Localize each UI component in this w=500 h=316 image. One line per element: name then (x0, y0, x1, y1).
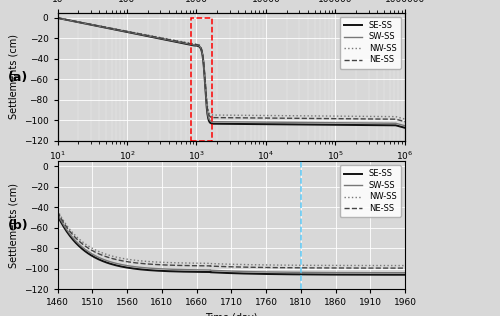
SE-SS (157, 269, 163, 273)
SE-SS (402, 126, 408, 130)
NE-SS (176, 40, 182, 44)
Legend: SE-SS, SW-SS, NW-SS, NE-SS: SE-SS, SW-SS, NW-SS, NE-SS (340, 165, 401, 217)
NE-SS (96, 252, 102, 256)
SW-SS (96, 256, 102, 260)
NE-SS (250, 265, 256, 269)
Line: SE-SS: SE-SS (58, 18, 405, 128)
NW-SS (402, 117, 408, 121)
SW-SS (198, 46, 203, 49)
Bar (190, 18, 212, 141)
Line: SW-SS: SW-SS (58, 18, 405, 126)
X-axis label: Time (day): Time (day) (205, 313, 258, 316)
X-axis label: Time (day): Time (day) (205, 167, 258, 178)
SW-SS (202, 268, 208, 272)
NW-SS (202, 261, 208, 265)
SW-SS (176, 40, 182, 44)
Line: NW-SS: NW-SS (58, 18, 405, 119)
Text: (b): (b) (8, 219, 28, 233)
SE-SS (176, 41, 182, 45)
SW-SS (104, 26, 110, 30)
NW-SS (382, 264, 388, 267)
Line: NE-SS: NE-SS (58, 212, 405, 268)
SW-SS (54, 212, 60, 216)
SE-SS (104, 26, 110, 30)
NW-SS (192, 42, 198, 46)
NW-SS (250, 263, 256, 267)
NW-SS (54, 209, 60, 212)
NW-SS (104, 26, 110, 29)
SE-SS (190, 44, 196, 47)
SW-SS (402, 124, 408, 128)
SW-SS (382, 271, 388, 275)
SE-SS (382, 273, 388, 276)
SE-SS (250, 272, 256, 276)
NE-SS (54, 210, 60, 214)
SE-SS (160, 269, 166, 273)
SE-SS (397, 125, 403, 128)
NE-SS (402, 120, 408, 124)
Y-axis label: Settlements (cm): Settlements (cm) (8, 183, 18, 268)
NE-SS (190, 42, 196, 46)
Line: NW-SS: NW-SS (58, 210, 405, 265)
NW-SS (54, 16, 60, 20)
Y-axis label: Settlements (cm): Settlements (cm) (8, 34, 18, 119)
NE-SS (157, 263, 163, 267)
NW-SS (157, 260, 163, 264)
NW-SS (402, 264, 408, 267)
SW-SS (160, 267, 166, 271)
Legend: SE-SS, SW-SS, NW-SS, NE-SS: SE-SS, SW-SS, NW-SS, NE-SS (340, 17, 401, 69)
SW-SS (190, 43, 196, 47)
SE-SS (202, 270, 208, 274)
SW-SS (250, 270, 256, 274)
SW-SS (397, 123, 403, 126)
NW-SS (160, 260, 166, 264)
Line: NE-SS: NE-SS (58, 18, 405, 122)
Line: SE-SS: SE-SS (58, 216, 405, 275)
NE-SS (104, 26, 110, 30)
NW-SS (96, 250, 102, 254)
NE-SS (402, 266, 408, 270)
SE-SS (198, 46, 203, 50)
NE-SS (160, 263, 166, 267)
NW-SS (190, 42, 196, 46)
SE-SS (402, 273, 408, 276)
SW-SS (54, 16, 60, 20)
Text: (a): (a) (8, 71, 28, 84)
NW-SS (397, 116, 403, 120)
SW-SS (402, 271, 408, 275)
NW-SS (198, 44, 203, 48)
SW-SS (192, 43, 198, 47)
SE-SS (192, 44, 198, 47)
NW-SS (176, 40, 182, 43)
SE-SS (54, 16, 60, 20)
NE-SS (54, 16, 60, 20)
NE-SS (397, 118, 403, 122)
NE-SS (192, 43, 198, 46)
NE-SS (202, 264, 208, 268)
NE-SS (382, 266, 388, 270)
SW-SS (157, 267, 163, 271)
NE-SS (198, 45, 203, 49)
SE-SS (96, 258, 102, 262)
Line: SW-SS: SW-SS (58, 214, 405, 273)
SE-SS (54, 214, 60, 217)
